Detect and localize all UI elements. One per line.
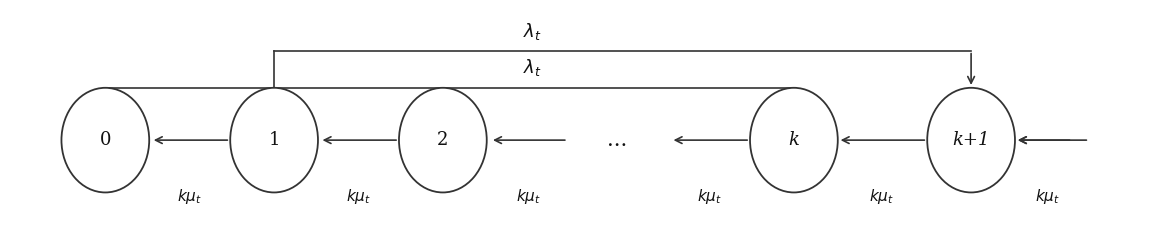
Ellipse shape bbox=[927, 88, 1015, 192]
Text: 1: 1 bbox=[269, 131, 280, 149]
Text: $k\mu_t$: $k\mu_t$ bbox=[346, 187, 371, 206]
Ellipse shape bbox=[750, 88, 838, 192]
Text: $k\mu_t$: $k\mu_t$ bbox=[869, 187, 894, 206]
Text: $k\mu_t$: $k\mu_t$ bbox=[697, 187, 722, 206]
Ellipse shape bbox=[230, 88, 318, 192]
Text: $k\mu_t$: $k\mu_t$ bbox=[516, 187, 541, 206]
Text: ...: ... bbox=[607, 131, 627, 150]
Text: 2: 2 bbox=[437, 131, 448, 149]
Text: 0: 0 bbox=[100, 131, 111, 149]
Text: $k\mu_t$: $k\mu_t$ bbox=[177, 187, 202, 206]
Text: k+1: k+1 bbox=[953, 131, 989, 149]
Text: $\lambda_t$: $\lambda_t$ bbox=[523, 21, 541, 42]
Text: $k\mu_t$: $k\mu_t$ bbox=[1034, 187, 1059, 206]
Ellipse shape bbox=[399, 88, 487, 192]
Text: k: k bbox=[788, 131, 800, 149]
Text: $\lambda_t$: $\lambda_t$ bbox=[523, 57, 541, 78]
Ellipse shape bbox=[61, 88, 149, 192]
